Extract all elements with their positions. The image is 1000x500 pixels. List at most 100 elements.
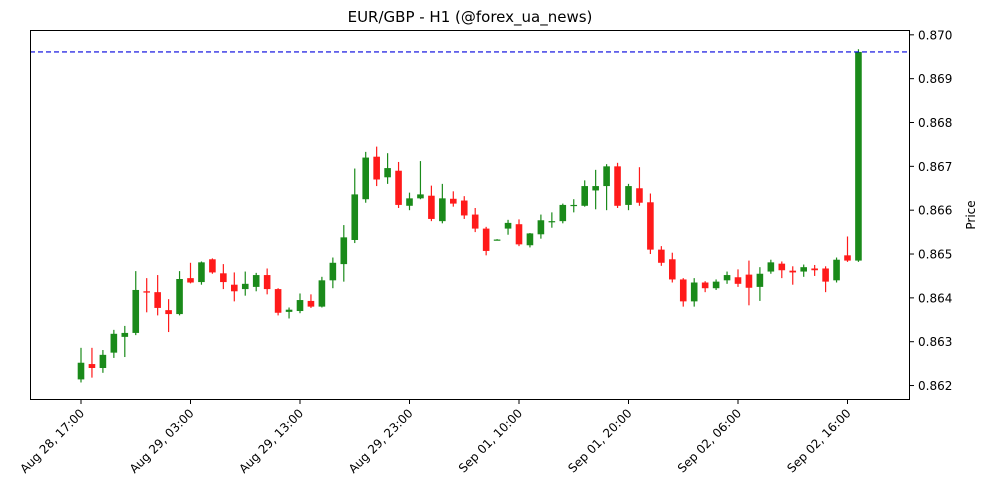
candle [307,294,315,308]
candle [658,246,665,266]
candle-body [570,204,578,207]
candle-body [296,300,304,312]
candle-body [701,282,709,289]
candle [537,214,545,239]
candle-body [712,281,720,289]
x-tick-label: Aug 28, 17:00 [17,406,87,476]
candle [428,185,435,222]
candle-body [450,198,457,204]
y-tick-label: 0.862 [918,379,952,393]
candle [439,183,446,224]
candle-body [603,166,610,187]
candle-body [209,259,216,273]
candle-body [362,157,369,200]
candle [231,272,238,302]
candle [811,264,818,276]
candle [603,164,610,211]
candle [252,272,260,292]
candle [187,262,194,284]
candle-body [636,188,643,203]
candle-body [526,233,534,246]
candle [406,192,413,211]
y-tick-label: 0.866 [918,204,952,218]
candle [559,203,567,224]
candle [745,260,753,306]
candle [209,258,216,274]
x-tick-label: Sep 01, 20:00 [565,406,634,475]
candle-body [132,289,140,333]
candle-body [406,198,413,206]
y-tick-label: 0.869 [918,72,952,86]
candle-body [176,279,183,315]
candle-body [110,333,118,353]
candle-body [471,214,479,229]
candle [493,239,501,241]
candle-body [690,282,698,302]
candle [198,261,205,285]
candle-body [592,186,599,191]
candle-body [373,156,380,180]
candle-body [504,222,512,229]
candle [329,257,337,289]
candle-body [493,239,501,241]
candle-body [548,221,556,223]
y-tick-label: 0.863 [918,335,952,349]
candle-body [855,51,862,261]
candle-body [121,332,129,337]
candle [570,199,578,213]
candle-body [231,284,238,292]
candle [723,271,731,284]
candle-body [384,168,391,178]
candle-body [833,259,840,281]
candle-body [143,291,150,293]
candle-body [734,277,742,284]
candle [855,49,862,262]
x-tick-label: Sep 02, 06:00 [675,406,744,475]
candle [526,232,534,248]
candle-body [428,195,435,219]
candle-body [263,275,271,290]
candle [373,146,380,187]
candle [384,153,391,184]
candle-body [274,289,282,313]
candle-body [822,268,829,282]
candle-body [679,279,687,302]
x-tick-label: Aug 29, 13:00 [236,406,306,476]
candle-body [614,166,621,206]
candle-body [581,186,588,206]
candle [734,269,742,287]
candle [77,347,85,383]
candle [351,168,359,244]
chart-title: EUR/GBP - H1 (@forex_ua_news) [348,8,593,27]
candle [636,167,643,206]
candle [165,299,172,333]
candle [679,278,687,307]
y-tick-label: 0.864 [918,291,952,305]
plot-frame [30,30,910,400]
candle-body [559,204,567,222]
candle [701,281,709,293]
candle-body [460,200,468,216]
candle [340,225,348,282]
candle-body [647,202,654,250]
candle [220,264,227,290]
candle [241,271,249,296]
candle-body [778,263,786,271]
candle-body [285,309,293,312]
candle-body [198,262,205,283]
candle-body [723,275,731,281]
candle-body [99,354,107,368]
candle [395,161,402,208]
candle [548,212,556,228]
candle [789,266,797,285]
candle-body [515,224,523,245]
candle-body [482,228,490,251]
candle [296,293,304,314]
candle [263,268,271,295]
candle-body [187,278,194,283]
candle [110,329,118,358]
y-axis-label: Price [964,200,978,229]
candle-body [77,362,85,380]
candle-body [745,274,753,288]
